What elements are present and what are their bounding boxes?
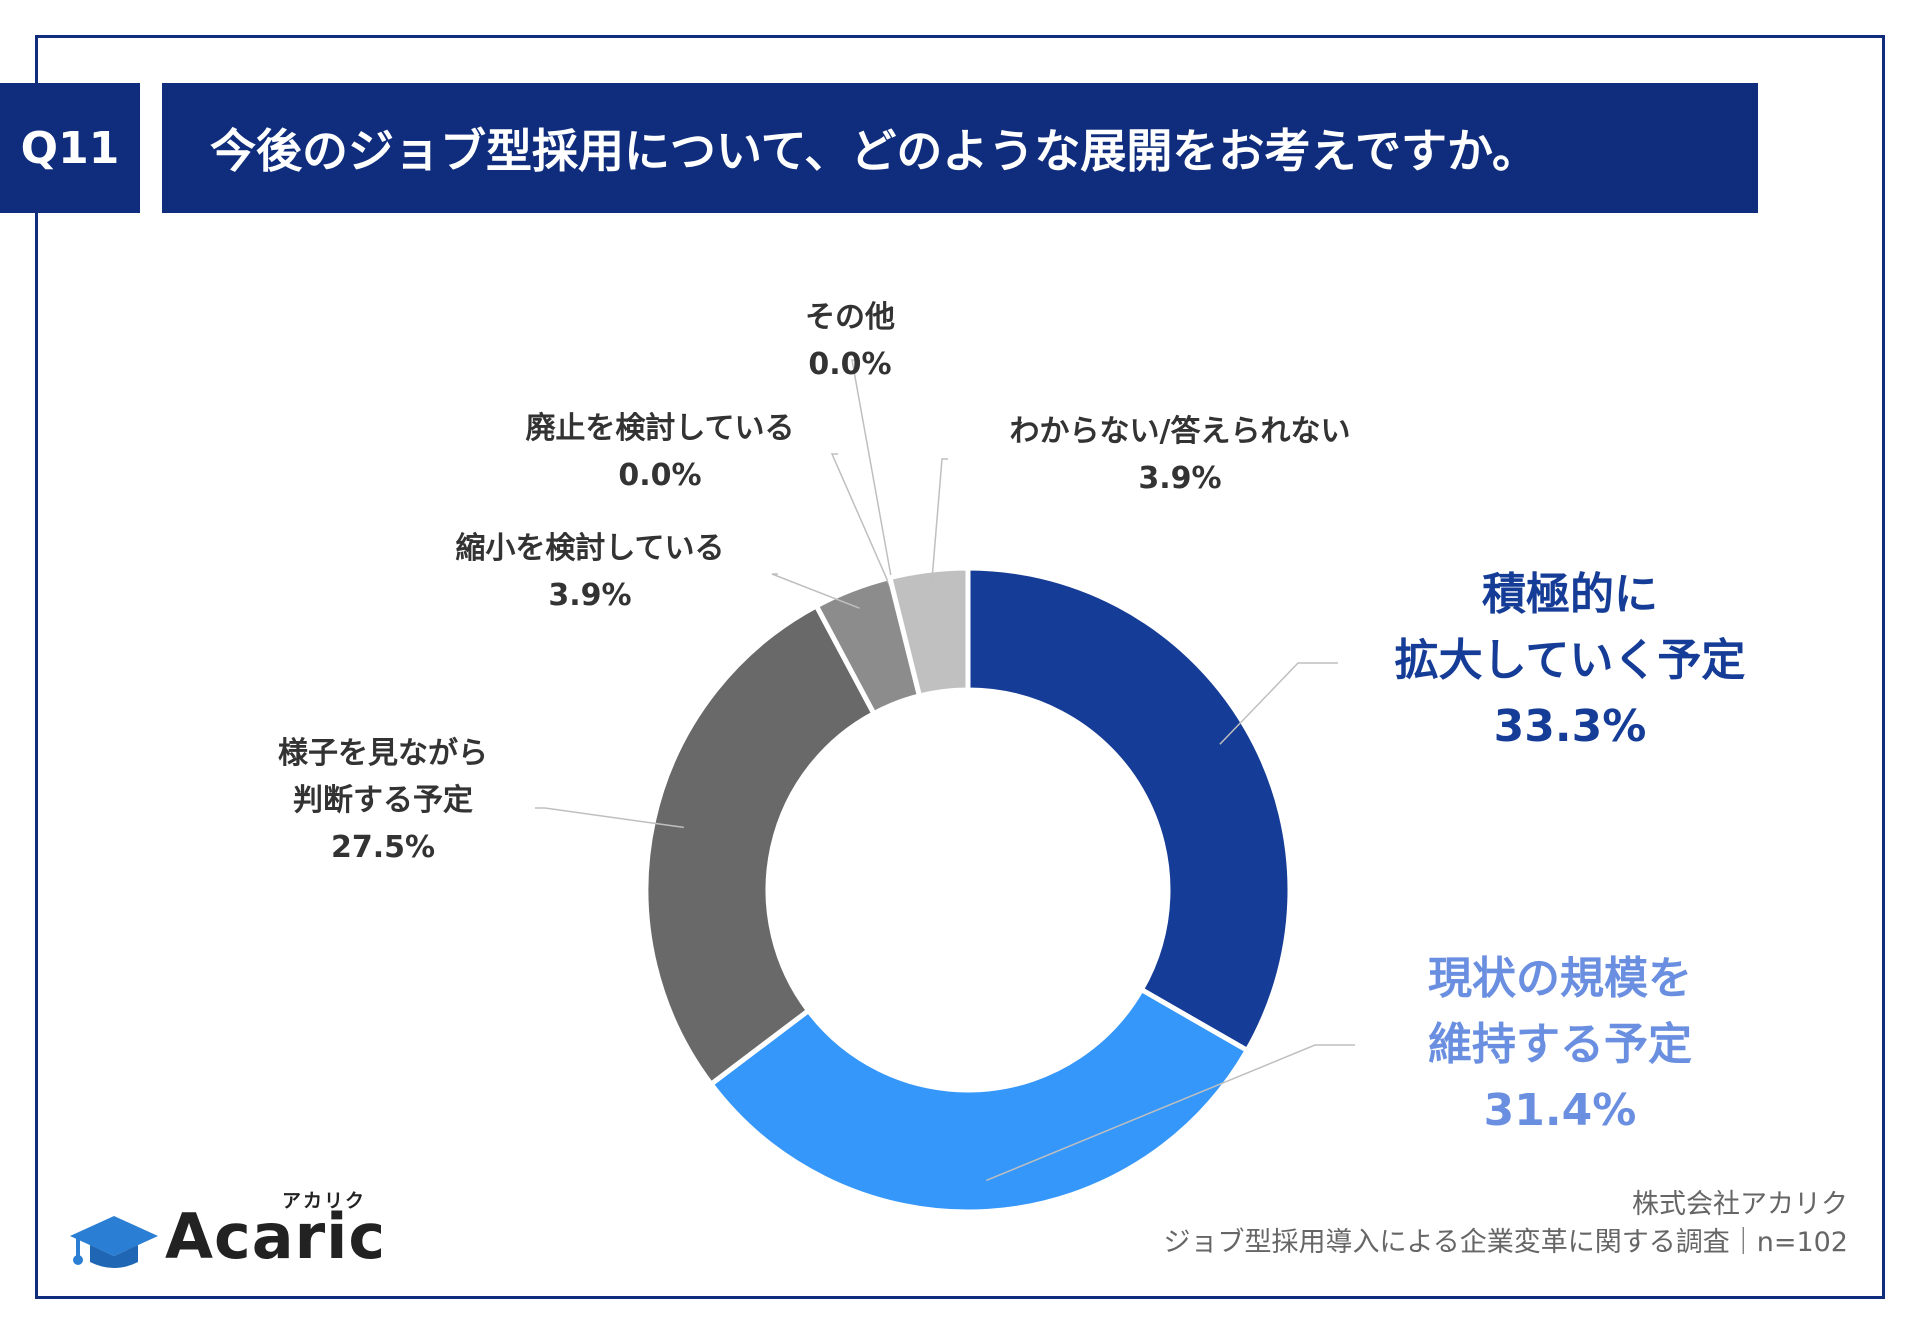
label-dont-know: わからない/答えられない 3.9% [1009, 414, 1351, 496]
label-reduce: 縮小を検討している 3.9% [455, 531, 725, 613]
slice-wait-and-see [643, 602, 878, 1088]
logo-name: Acaric [165, 1200, 387, 1273]
label-expand: 積極的に 拡大していく予定 33.3% [1394, 569, 1746, 752]
source-survey: ジョブ型採用導入による企業変革に関する調査｜n=102 [1163, 1227, 1848, 1258]
question-title: 今後のジョブ型採用について、どのような展開をお考えですか。 [162, 83, 1758, 213]
slice-maintain [707, 986, 1251, 1215]
slice-expand [965, 565, 1293, 1054]
logo-ruby: アカリク [282, 1190, 367, 1212]
leader-line-expand [1219, 662, 1338, 745]
label-maintain: 現状の規模を 維持する予定 31.4% [1428, 953, 1692, 1136]
label-wait-and-see: 様子を見ながら 判断する予定 27.5% [278, 736, 488, 865]
source-note: 株式会社アカリク ジョブ型採用導入による企業変革に関する調査｜n=102 [1164, 1186, 1848, 1262]
leader-line-dont-know [930, 458, 948, 591]
label-abolish: 廃止を検討している 0.0% [525, 411, 795, 493]
acaric-logo: アカリク Acaric [68, 1190, 388, 1276]
chart-frame [35, 35, 1885, 1299]
leader-line-maintain [985, 1044, 1355, 1182]
question-number: Q11 [0, 83, 140, 213]
leader-line-other [851, 359, 896, 598]
graduation-cap-icon [70, 1216, 158, 1268]
slice-dont-know [886, 565, 971, 700]
leader-line-abolish [830, 453, 896, 598]
source-company: 株式会社アカリク [1632, 1189, 1848, 1220]
leader-line-reduce [771, 573, 860, 609]
label-other: その他 0.0% [805, 300, 895, 382]
leader-line-wait-and-see [535, 807, 684, 829]
